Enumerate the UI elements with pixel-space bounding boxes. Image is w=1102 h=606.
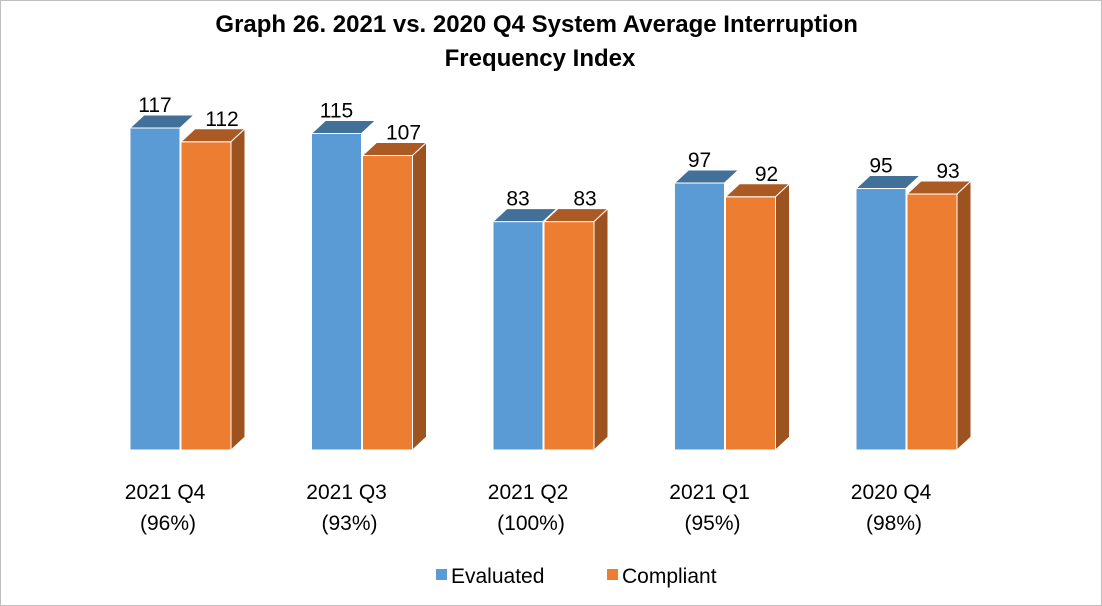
bar-front [492, 221, 544, 451]
bar-side [956, 179, 972, 452]
bar-side [230, 127, 246, 452]
bar-front [129, 127, 181, 451]
x-tick-label: 2021 Q2 (100%) [488, 481, 574, 535]
data-label: 117 [138, 94, 171, 117]
bar-front [906, 193, 958, 451]
bar-front [362, 155, 413, 451]
legend-swatch [436, 569, 447, 580]
bar-top [854, 175, 922, 190]
bar-top [128, 114, 196, 129]
x-tick-label: 2021 Q1 (95%) [669, 481, 755, 535]
data-label: 115 [320, 100, 353, 123]
legend-swatch [607, 569, 618, 580]
bar-front [311, 133, 362, 451]
data-label: 107 [386, 122, 421, 145]
data-label: 83 [506, 188, 529, 211]
bar-top [491, 208, 559, 223]
x-tick-label: 2020 Q4 (98%) [851, 481, 937, 535]
chart-title: Graph 26. 2021 vs. 2020 Q4 System Averag… [215, 11, 864, 72]
x-tick-label: 2021 Q3 (93%) [306, 481, 392, 535]
bar-front [674, 182, 725, 451]
data-label: 112 [205, 108, 238, 131]
bar-side [593, 207, 609, 452]
bar-side [775, 182, 790, 452]
legend-label: Evaluated [451, 565, 544, 588]
x-tick-label: 2021 Q4 (96%) [125, 481, 211, 535]
bar-front [543, 221, 595, 451]
data-label: 97 [688, 149, 711, 172]
bar-side [412, 141, 427, 452]
data-label: 95 [869, 155, 892, 178]
bar-front [855, 188, 907, 451]
data-label: 93 [936, 160, 959, 183]
bar-top [673, 169, 740, 184]
bar-front [725, 196, 776, 451]
bar-front [180, 141, 232, 451]
bar-top [310, 120, 377, 135]
legend-label: Compliant [622, 565, 717, 588]
data-label: 92 [755, 163, 778, 186]
data-label: 83 [573, 188, 596, 211]
